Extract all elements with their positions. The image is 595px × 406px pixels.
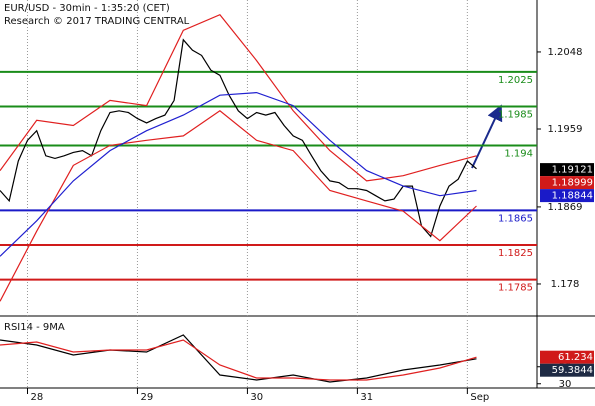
- level-label: 1.2025: [498, 75, 533, 86]
- x-tick-label: Sep: [470, 392, 489, 403]
- price-tag: [540, 363, 594, 377]
- level-label: 1.1785: [498, 283, 533, 294]
- price-tag-label: 59.3844: [552, 365, 593, 376]
- series-line: [0, 334, 477, 383]
- y-tick-label: 1.1869: [548, 202, 583, 213]
- chart-subtitle: Research © 2017 TRADING CENTRAL: [4, 16, 190, 27]
- y-tick-label: 30: [559, 379, 572, 390]
- level-label: 1.1985: [498, 109, 533, 120]
- level-label: 1.1825: [498, 248, 533, 259]
- level-label: 1.194: [504, 148, 533, 159]
- x-tick-label: 29: [140, 392, 153, 403]
- series-line: [0, 91, 477, 257]
- x-tick-label: 30: [250, 392, 263, 403]
- price-tag: [540, 189, 594, 203]
- series-line: [0, 339, 477, 381]
- x-tick-label: 31: [360, 392, 373, 403]
- x-tick-label: 28: [30, 392, 43, 403]
- price-tag-label: 61.234: [558, 352, 593, 363]
- y-tick-label: 1.178: [551, 279, 580, 290]
- price-tag-label: 1.18999: [552, 178, 593, 189]
- price-tag-label: 1.19121: [552, 165, 593, 176]
- price-tag: [540, 350, 594, 364]
- price-tag: [540, 176, 594, 190]
- y-tick-label: 1.1959: [548, 124, 583, 135]
- series-line: [0, 13, 477, 182]
- level-label: 1.1865: [498, 213, 533, 224]
- series-line: [0, 38, 477, 238]
- price-tag-label: 1.18844: [552, 191, 593, 202]
- rsi-title: RSI14 - 9MA: [4, 322, 65, 333]
- series-line: [0, 110, 477, 302]
- price-tag: [540, 163, 594, 177]
- forecast-arrow: [471, 104, 503, 169]
- y-tick-label: 1.2048: [548, 47, 583, 58]
- chart-title: EUR/USD - 30min - 1:35:20 (CET): [4, 3, 170, 14]
